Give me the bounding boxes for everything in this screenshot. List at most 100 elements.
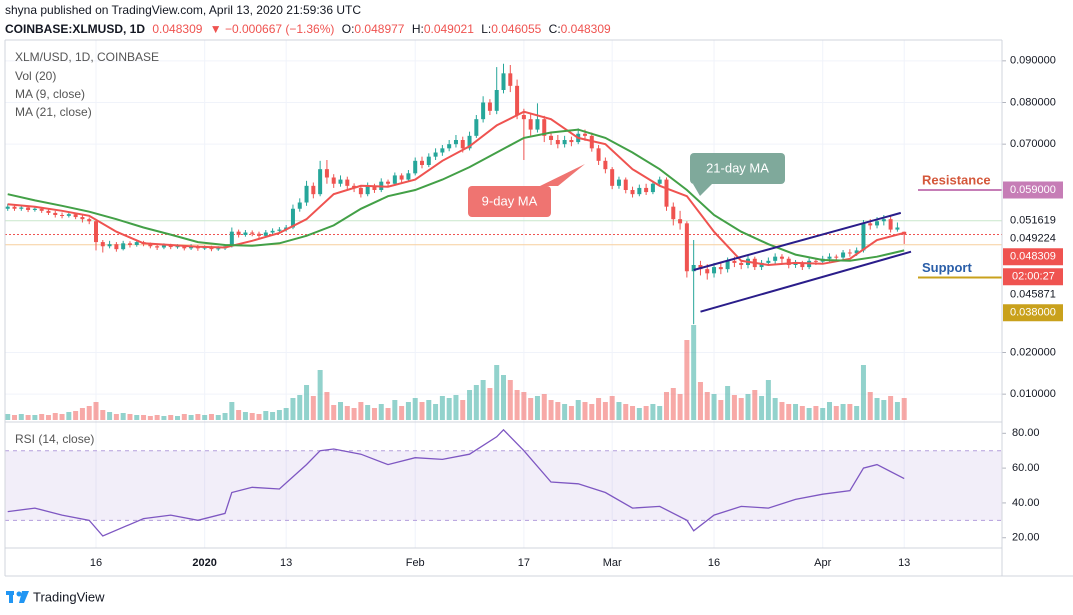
level-note: Support [922, 260, 972, 275]
volume-bar [358, 402, 364, 420]
volume-bar [888, 396, 894, 420]
candle-body [406, 173, 411, 180]
candle-body [453, 140, 458, 145]
candle-body [494, 90, 499, 111]
volume-bar [385, 408, 391, 420]
volume-bar [331, 405, 337, 420]
volume-bar [786, 404, 792, 420]
price-label: 0.051619 [1010, 215, 1056, 227]
volume-bar [147, 416, 153, 420]
candle-body [623, 179, 628, 190]
candle-body [671, 206, 676, 220]
candle-body [596, 148, 601, 161]
x-tick-label: 16 [90, 557, 102, 569]
volume-bar [541, 394, 547, 420]
volume-bar [222, 413, 228, 420]
candle-body [365, 185, 370, 195]
volume-bar [575, 400, 581, 420]
volume-bar [630, 406, 636, 420]
volume-bar [412, 398, 418, 420]
candle-body [12, 206, 17, 209]
candle-body [875, 221, 880, 226]
volume-bar [725, 386, 731, 420]
candle-body [100, 242, 105, 247]
candle-body [847, 252, 852, 254]
volume-bar [310, 396, 316, 420]
ma-line [7, 128, 905, 262]
candle-body [209, 247, 214, 250]
x-tick-label: 17 [518, 557, 530, 569]
annotation-pointer [540, 164, 585, 186]
volume-bar [419, 402, 425, 420]
volume-bar [704, 392, 710, 420]
volume-bar [107, 412, 113, 420]
rsi-line [7, 428, 905, 537]
candle-body [630, 190, 635, 195]
candle-body [773, 256, 778, 261]
candle-body [236, 231, 241, 235]
volume-bar [582, 402, 588, 420]
rsi-band [5, 450, 1002, 521]
volume-bar [494, 365, 500, 420]
candle-body [257, 233, 262, 236]
candle-body [39, 208, 44, 211]
volume-bar [39, 414, 45, 420]
ohlc-value: 0.048309 [561, 22, 611, 36]
candle-body [555, 140, 560, 145]
ohlc-value: 0.049021 [424, 22, 474, 36]
ohlc-key: C: [549, 22, 561, 36]
candle-body [521, 115, 526, 120]
price-label: 0.059000 [1010, 184, 1056, 196]
x-tick-label: 16 [708, 557, 720, 569]
candle-body [800, 262, 805, 268]
legend-item: MA (9, close) [15, 87, 85, 101]
volume-bar [134, 415, 140, 420]
volume-bar [677, 394, 683, 420]
candle-body [19, 207, 24, 209]
candle-body [793, 262, 798, 265]
volume-bar [752, 390, 758, 420]
volume-bar [759, 396, 765, 420]
candle-body [528, 119, 533, 130]
volume-bar [596, 398, 602, 420]
volume-bar [670, 388, 676, 420]
volume-bar [772, 398, 778, 420]
volume-bar [806, 408, 812, 420]
candle-body [447, 144, 452, 149]
volume-bar [127, 414, 133, 420]
x-tick-label: Mar [603, 557, 622, 569]
volume-bar [467, 390, 473, 420]
candle-body [426, 156, 431, 165]
rsi-tick-label: 40.00 [1012, 497, 1040, 509]
logo-shape [9, 591, 13, 603]
volume-bar [93, 402, 99, 420]
candle-body [386, 181, 391, 184]
candle-body [739, 262, 744, 265]
volume-bar [100, 410, 106, 420]
rsi-tick-label: 20.00 [1012, 532, 1040, 544]
volume-bar [453, 395, 459, 420]
annotation-box [690, 153, 785, 184]
volume-bar [365, 405, 371, 420]
candle-body [250, 232, 255, 234]
level-note: Resistance [922, 172, 991, 187]
volume-bar [765, 380, 771, 420]
ohlc-value: 0.046055 [491, 22, 541, 36]
volume-bar [663, 392, 669, 420]
candle-body [569, 140, 574, 143]
x-tick-label: 2020 [192, 557, 216, 569]
volume-bar [480, 380, 486, 420]
price-label-box [1003, 286, 1063, 304]
x-tick-label: Apr [814, 557, 831, 569]
candle-body [684, 223, 689, 272]
candle-body [664, 179, 669, 207]
candle-body [881, 219, 886, 222]
price-label: 0.045871 [1010, 289, 1056, 301]
candle-body [202, 247, 207, 249]
volume-bar [650, 404, 656, 420]
candle-body [508, 73, 513, 86]
candle-body [60, 215, 65, 216]
price-label-box [1003, 248, 1063, 266]
volume-bar [378, 404, 384, 420]
